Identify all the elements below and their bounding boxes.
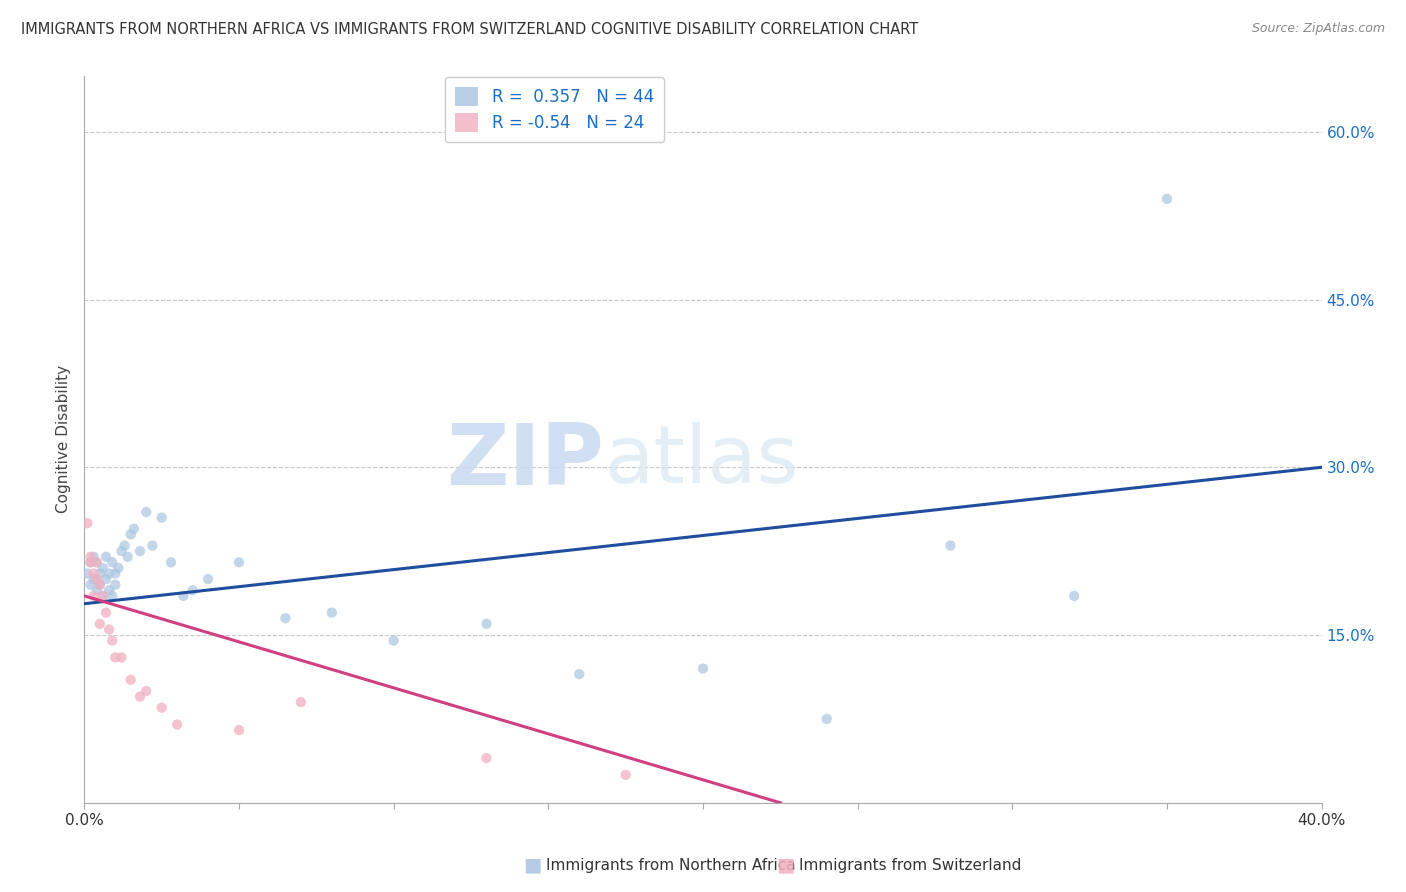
Point: [172, 589, 194, 603]
Point: [150, 700, 173, 714]
Text: ■: ■: [776, 855, 794, 875]
Y-axis label: Cognitive Disability: Cognitive Disability: [56, 365, 72, 514]
Point: [1063, 589, 1085, 603]
Point: [290, 695, 312, 709]
Point: [83, 572, 105, 586]
Point: [815, 712, 838, 726]
Point: [160, 555, 183, 569]
Point: [86, 555, 108, 569]
Point: [76, 516, 98, 531]
Point: [79, 578, 101, 592]
Point: [83, 566, 105, 581]
Text: IMMIGRANTS FROM NORTHERN AFRICA VS IMMIGRANTS FROM SWITZERLAND COGNITIVE DISABIL: IMMIGRANTS FROM NORTHERN AFRICA VS IMMIG…: [21, 22, 918, 37]
Point: [86, 583, 108, 598]
Point: [475, 751, 498, 765]
Point: [110, 544, 132, 558]
Point: [86, 572, 108, 586]
Point: [83, 589, 105, 603]
Point: [110, 650, 132, 665]
Point: [104, 578, 127, 592]
Point: [91, 589, 114, 603]
Point: [91, 589, 114, 603]
Point: [120, 527, 142, 541]
Point: [228, 555, 250, 569]
Point: [568, 667, 591, 681]
Point: [122, 522, 145, 536]
Point: [129, 544, 152, 558]
Text: Immigrants from Switzerland: Immigrants from Switzerland: [799, 858, 1021, 872]
Point: [98, 566, 121, 581]
Text: atlas: atlas: [605, 422, 799, 500]
Point: [107, 561, 129, 575]
Point: [89, 566, 111, 581]
Point: [197, 572, 219, 586]
Point: [98, 583, 121, 598]
Point: [475, 616, 498, 631]
Point: [101, 555, 124, 569]
Point: [1156, 192, 1178, 206]
Point: [89, 578, 111, 592]
Point: [135, 505, 157, 519]
Point: [129, 690, 152, 704]
Text: ■: ■: [523, 855, 541, 875]
Point: [692, 662, 714, 676]
Point: [76, 566, 98, 581]
Point: [135, 684, 157, 698]
Legend: R =  0.357   N = 44, R = -0.54   N = 24: R = 0.357 N = 44, R = -0.54 N = 24: [446, 77, 664, 142]
Point: [94, 572, 117, 586]
Point: [104, 566, 127, 581]
Point: [101, 633, 124, 648]
Text: Source: ZipAtlas.com: Source: ZipAtlas.com: [1251, 22, 1385, 36]
Point: [83, 549, 105, 564]
Text: Immigrants from Northern Africa: Immigrants from Northern Africa: [546, 858, 796, 872]
Point: [321, 606, 343, 620]
Point: [79, 555, 101, 569]
Point: [114, 539, 136, 553]
Point: [117, 549, 139, 564]
Point: [181, 583, 204, 598]
Point: [166, 717, 188, 731]
Point: [150, 510, 173, 524]
Point: [89, 578, 111, 592]
Point: [101, 589, 124, 603]
Point: [228, 723, 250, 737]
Point: [94, 606, 117, 620]
Point: [86, 555, 108, 569]
Point: [79, 549, 101, 564]
Point: [939, 539, 962, 553]
Text: ZIP: ZIP: [446, 419, 605, 502]
Point: [274, 611, 297, 625]
Point: [94, 549, 117, 564]
Point: [382, 633, 405, 648]
Point: [98, 623, 121, 637]
Point: [614, 768, 637, 782]
Point: [120, 673, 142, 687]
Point: [141, 539, 163, 553]
Point: [89, 616, 111, 631]
Point: [79, 555, 101, 569]
Point: [91, 561, 114, 575]
Point: [104, 650, 127, 665]
